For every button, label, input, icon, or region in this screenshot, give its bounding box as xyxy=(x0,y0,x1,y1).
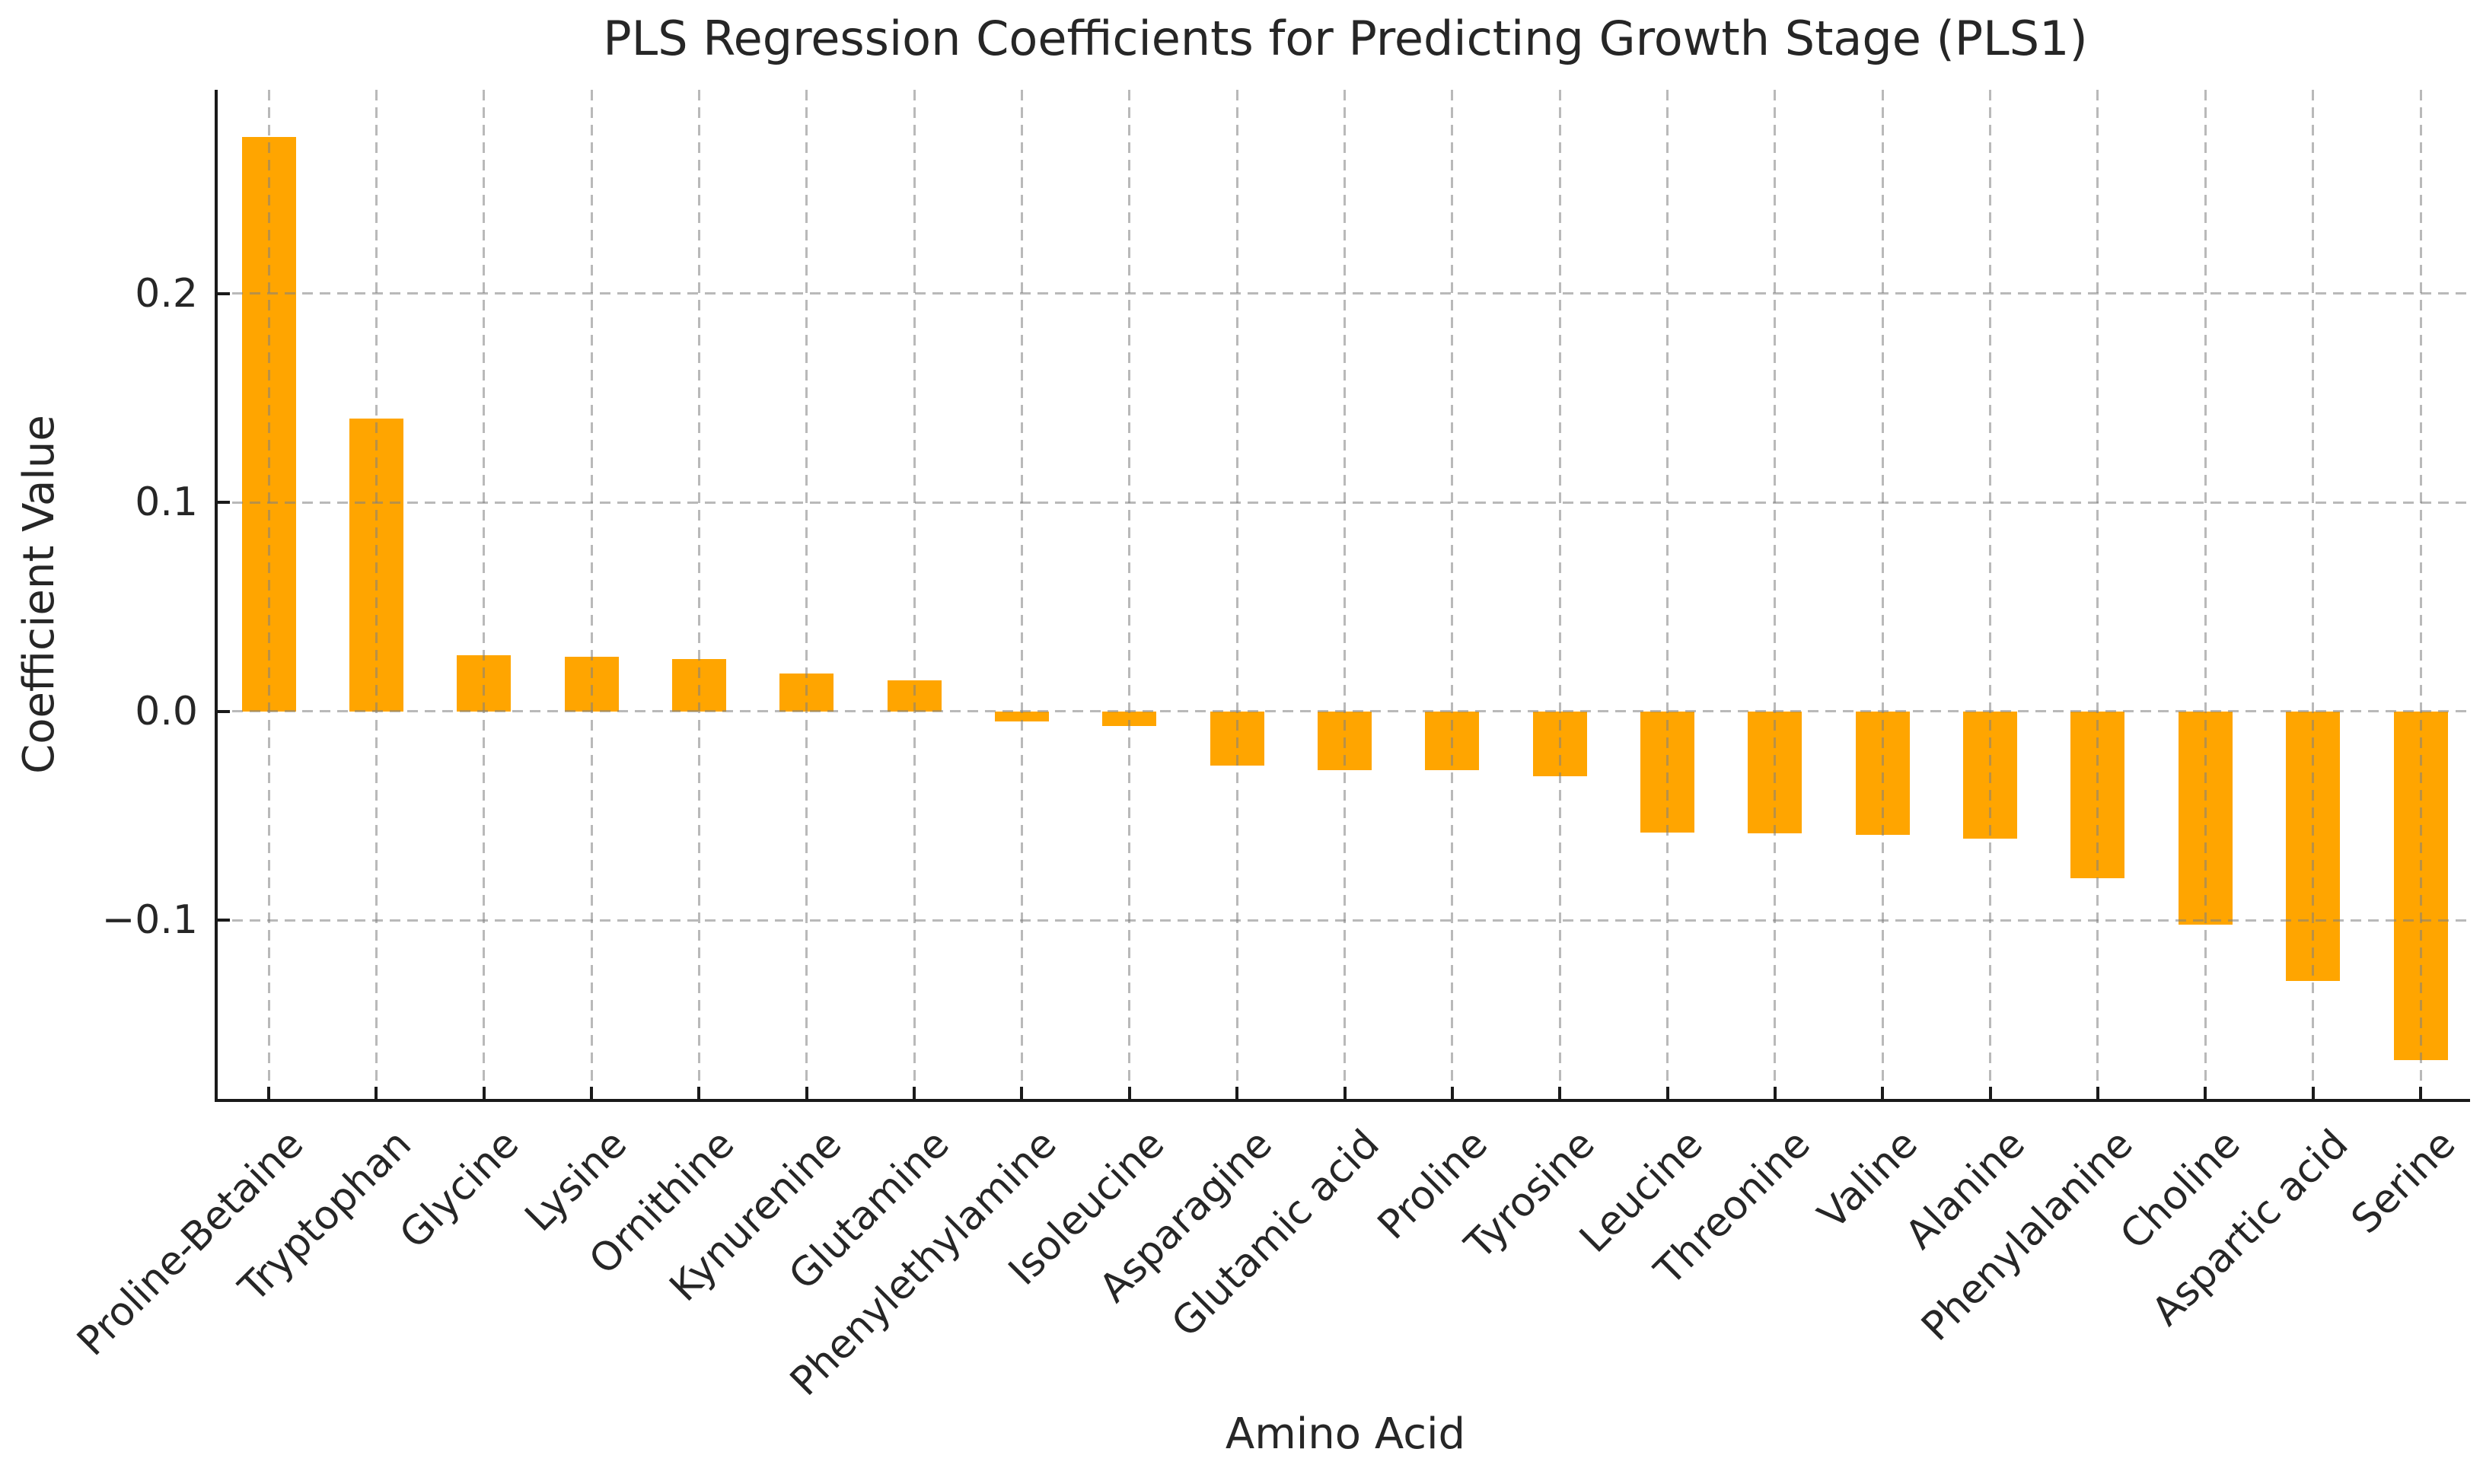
x-tick-mark xyxy=(697,1087,701,1099)
x-tick-mark xyxy=(1450,1087,1454,1099)
vertical-gridline xyxy=(1881,90,1884,1099)
x-tick-mark xyxy=(590,1087,594,1099)
vertical-gridline xyxy=(267,90,270,1099)
y-tick-mark xyxy=(218,501,230,505)
vertical-gridline xyxy=(1235,90,1238,1099)
horizontal-gridline xyxy=(215,292,2470,295)
left-spine xyxy=(215,90,218,1102)
vertical-gridline xyxy=(2204,90,2207,1099)
y-tick-label: 0.1 xyxy=(135,479,198,526)
vertical-gridline xyxy=(1128,90,1131,1099)
vertical-gridline xyxy=(1343,90,1346,1099)
x-tick-mark xyxy=(1127,1087,1131,1099)
vertical-gridline xyxy=(1451,90,1454,1099)
vertical-gridline xyxy=(1558,90,1561,1099)
vertical-gridline xyxy=(805,90,808,1099)
x-tick-mark xyxy=(1881,1087,1885,1099)
vertical-gridline xyxy=(2312,90,2315,1099)
x-tick-mark xyxy=(1020,1087,1024,1099)
vertical-gridline xyxy=(590,90,593,1099)
vertical-gridline xyxy=(1666,90,1669,1099)
x-tick-label: Serine xyxy=(2343,1121,2465,1243)
vertical-gridline xyxy=(2419,90,2422,1099)
x-tick-mark xyxy=(1235,1087,1239,1099)
x-tick-mark xyxy=(1988,1087,1992,1099)
x-tick-mark xyxy=(1558,1087,1562,1099)
bottom-spine xyxy=(215,1099,2470,1102)
x-tick-mark xyxy=(1665,1087,1669,1099)
vertical-gridline xyxy=(1020,90,1023,1099)
x-tick-label: Glycine xyxy=(391,1121,528,1258)
y-tick-label: −0.1 xyxy=(101,897,198,944)
y-tick-label: 0.2 xyxy=(135,270,198,317)
x-tick-mark xyxy=(2311,1087,2315,1099)
x-tick-mark xyxy=(2096,1087,2099,1099)
vertical-gridline xyxy=(483,90,486,1099)
x-tick-mark xyxy=(2204,1087,2207,1099)
y-axis-label: Coefficient Value xyxy=(14,415,64,774)
x-tick-mark xyxy=(482,1087,486,1099)
x-tick-mark xyxy=(2419,1087,2422,1099)
x-tick-mark xyxy=(1773,1087,1777,1099)
vertical-gridline xyxy=(375,90,378,1099)
x-axis-label: Amino Acid xyxy=(1225,1409,1466,1459)
x-tick-label: Aspartic acid xyxy=(2143,1121,2357,1335)
y-tick-label: 0.0 xyxy=(135,688,198,734)
x-tick-mark xyxy=(1343,1087,1347,1099)
horizontal-gridline xyxy=(215,919,2470,922)
vertical-gridline xyxy=(913,90,916,1099)
x-tick-mark xyxy=(267,1087,270,1099)
vertical-gridline xyxy=(697,90,700,1099)
vertical-gridline xyxy=(1774,90,1777,1099)
x-tick-mark xyxy=(375,1087,378,1099)
y-tick-mark xyxy=(218,709,230,713)
y-tick-mark xyxy=(218,919,230,922)
x-tick-mark xyxy=(805,1087,808,1099)
vertical-gridline xyxy=(1989,90,1992,1099)
chart-title: PLS Regression Coefficients for Predicti… xyxy=(603,11,2088,66)
horizontal-gridline xyxy=(215,710,2470,713)
horizontal-gridline xyxy=(215,501,2470,504)
y-tick-mark xyxy=(218,291,230,295)
x-tick-mark xyxy=(913,1087,916,1099)
vertical-gridline xyxy=(2096,90,2099,1099)
